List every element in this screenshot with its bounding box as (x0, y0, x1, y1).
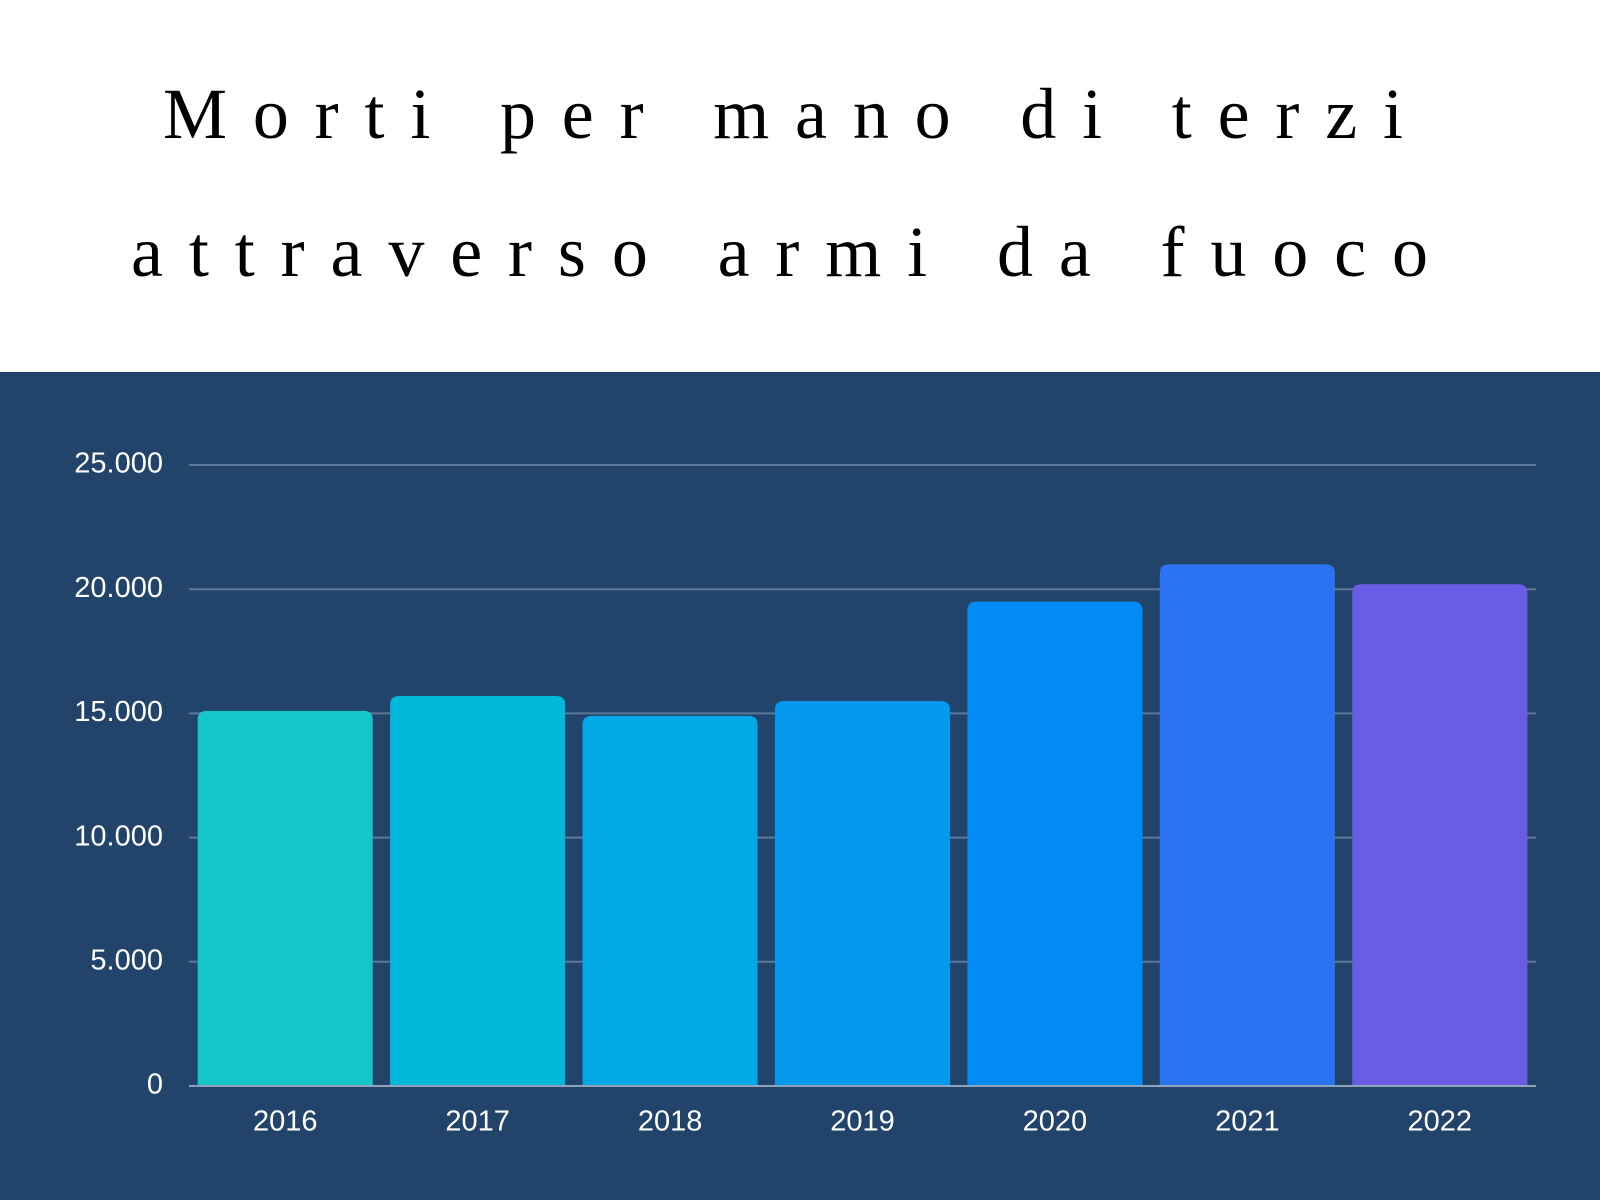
y-tick-label: 5.000 (90, 944, 163, 976)
bar (774, 700, 951, 1086)
bar (197, 710, 373, 1086)
x-tick-label: 2021 (1215, 1106, 1280, 1138)
bar (1159, 564, 1335, 1086)
bar (582, 715, 758, 1086)
chart-title: attraverso armi da fuoco (131, 212, 1428, 292)
bar (390, 696, 566, 1086)
x-tick-label: 2017 (445, 1106, 510, 1138)
y-tick-label: 25.000 (74, 448, 163, 480)
x-tick-label: 2022 (1408, 1106, 1473, 1138)
y-tick-label: 0 (147, 1069, 163, 1101)
title-area (0, 0, 1600, 372)
y-tick-label: 10.000 (74, 820, 163, 852)
bar (1352, 584, 1528, 1086)
x-tick-label: 2018 (638, 1106, 703, 1138)
y-tick-label: 20.000 (74, 572, 163, 604)
x-tick-label: 2020 (1023, 1106, 1088, 1138)
y-tick-label: 15.000 (74, 696, 163, 728)
x-tick-label: 2019 (830, 1106, 895, 1138)
bar (967, 601, 1143, 1086)
x-tick-label: 2016 (253, 1106, 318, 1138)
